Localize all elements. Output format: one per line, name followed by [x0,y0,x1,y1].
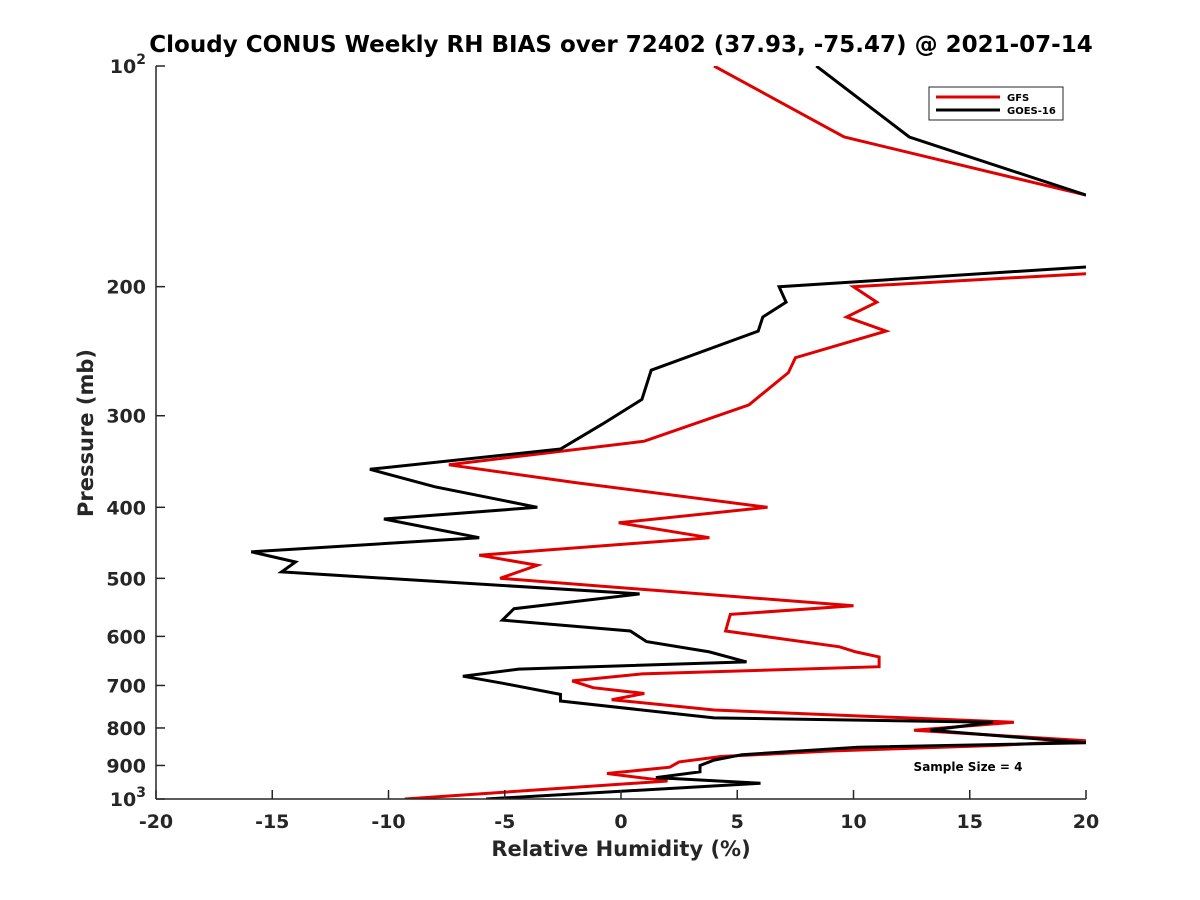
x-tick-label: -20 [139,811,173,833]
x-tick-label: 15 [957,811,983,833]
y-tick-label: 200 [106,277,146,299]
series-group [250,66,1086,799]
x-tick-label: -5 [494,811,515,833]
x-tick-label: -15 [255,811,289,833]
legend-box [928,86,1064,121]
x-tick-label: 10 [840,811,866,833]
chart-title: Cloudy CONUS Weekly RH BIAS over 72402 (… [149,32,1092,58]
x-tick-label: 20 [1073,811,1099,833]
y-tick-label: 102 [110,52,146,78]
y-tick-label: 103 [110,785,146,811]
x-tick-label: 0 [614,811,627,833]
legend: GFS GOES-16 [928,86,1064,121]
sample-size-annotation: Sample Size = 4 [914,760,1023,774]
y-tick-label: 300 [106,406,146,428]
y-tick-label: 500 [106,568,146,590]
legend-entry-gfs: GFS [1007,93,1029,104]
x-tick-label: 5 [731,811,744,833]
plot-area: -20 -15 -10 -5 0 5 10 15 20 102 200 300 400 500 600 700… [106,52,1099,833]
series-line-goes-16 [250,66,1086,799]
legend-entry-goes-16: GOES-16 [1007,106,1056,117]
y-tick-label: 800 [106,718,146,740]
y-tick-label: 400 [106,497,146,519]
x-tick-label: -10 [371,811,405,833]
x-axis-label: Relative Humidity (%) [491,837,750,861]
y-tick-label: 600 [106,626,146,648]
y-axis-label: Pressure (mb) [74,349,98,517]
y-tick-label: 900 [106,755,146,777]
y-tick-label: 700 [106,675,146,697]
series-line-gfs [404,66,1086,799]
